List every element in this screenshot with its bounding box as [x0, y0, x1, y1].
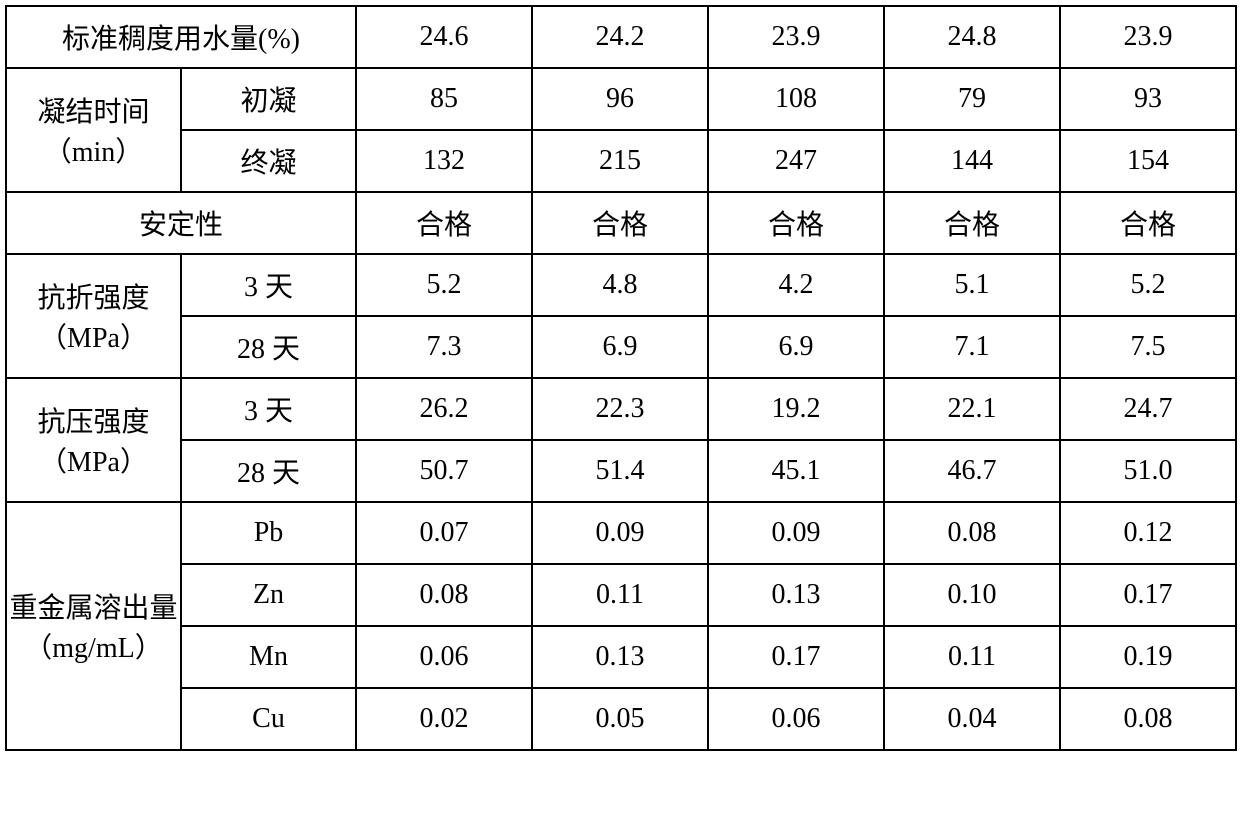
cell: 0.08 [356, 564, 532, 626]
table-row: Cu 0.02 0.05 0.06 0.04 0.08 [6, 688, 1236, 750]
cell: 23.9 [1060, 6, 1236, 68]
cell: 24.2 [532, 6, 708, 68]
cell: 0.09 [708, 502, 884, 564]
cell: 0.05 [532, 688, 708, 750]
cell: 0.04 [884, 688, 1060, 750]
cell: 144 [884, 130, 1060, 192]
cell: 0.19 [1060, 626, 1236, 688]
row-sublabel: 28 天 [181, 440, 356, 502]
row-label: 标准稠度用水量(%) [6, 6, 356, 68]
cell: 4.8 [532, 254, 708, 316]
row-sublabel: Pb [181, 502, 356, 564]
cell: 26.2 [356, 378, 532, 440]
table-row: 28 天 50.7 51.4 45.1 46.7 51.0 [6, 440, 1236, 502]
table-row: 28 天 7.3 6.9 6.9 7.1 7.5 [6, 316, 1236, 378]
cell: 5.2 [1060, 254, 1236, 316]
row-sublabel: 3 天 [181, 254, 356, 316]
row-group-label: 抗压强度（MPa） [6, 378, 181, 502]
cell: 19.2 [708, 378, 884, 440]
cell: 108 [708, 68, 884, 130]
data-table: 标准稠度用水量(%) 24.6 24.2 23.9 24.8 23.9 凝结时间… [5, 5, 1237, 751]
cell: 96 [532, 68, 708, 130]
row-group-label: 抗折强度（MPa） [6, 254, 181, 378]
cell: 合格 [884, 192, 1060, 254]
cell: 0.09 [532, 502, 708, 564]
table-row: 标准稠度用水量(%) 24.6 24.2 23.9 24.8 23.9 [6, 6, 1236, 68]
table-row: 抗折强度（MPa） 3 天 5.2 4.8 4.2 5.1 5.2 [6, 254, 1236, 316]
cell: 0.06 [356, 626, 532, 688]
cell: 0.12 [1060, 502, 1236, 564]
cell: 46.7 [884, 440, 1060, 502]
cell: 合格 [532, 192, 708, 254]
row-label: 安定性 [6, 192, 356, 254]
cell: 0.17 [1060, 564, 1236, 626]
cell: 6.9 [532, 316, 708, 378]
cell: 85 [356, 68, 532, 130]
table-row: Zn 0.08 0.11 0.13 0.10 0.17 [6, 564, 1236, 626]
row-sublabel: Mn [181, 626, 356, 688]
table-row: 抗压强度（MPa） 3 天 26.2 22.3 19.2 22.1 24.7 [6, 378, 1236, 440]
cell: 247 [708, 130, 884, 192]
cell: 5.1 [884, 254, 1060, 316]
cell: 7.1 [884, 316, 1060, 378]
cell: 合格 [356, 192, 532, 254]
cell: 51.0 [1060, 440, 1236, 502]
cell: 0.13 [708, 564, 884, 626]
cell: 22.3 [532, 378, 708, 440]
cell: 23.9 [708, 6, 884, 68]
row-sublabel: Zn [181, 564, 356, 626]
row-sublabel: 3 天 [181, 378, 356, 440]
cell: 7.3 [356, 316, 532, 378]
cell: 79 [884, 68, 1060, 130]
cell: 合格 [708, 192, 884, 254]
cell: 7.5 [1060, 316, 1236, 378]
table-row: 终凝 132 215 247 144 154 [6, 130, 1236, 192]
cell: 4.2 [708, 254, 884, 316]
cell: 0.08 [884, 502, 1060, 564]
cell: 24.6 [356, 6, 532, 68]
cell: 45.1 [708, 440, 884, 502]
cell: 24.7 [1060, 378, 1236, 440]
cell: 154 [1060, 130, 1236, 192]
cell: 0.13 [532, 626, 708, 688]
cell: 0.07 [356, 502, 532, 564]
cell: 6.9 [708, 316, 884, 378]
row-sublabel: 28 天 [181, 316, 356, 378]
cell: 0.11 [532, 564, 708, 626]
row-group-label: 重金属溶出量（mg/mL） [6, 502, 181, 750]
cell: 0.17 [708, 626, 884, 688]
cell: 132 [356, 130, 532, 192]
cell: 0.02 [356, 688, 532, 750]
cell: 0.06 [708, 688, 884, 750]
cell: 93 [1060, 68, 1236, 130]
cell: 5.2 [356, 254, 532, 316]
cell: 50.7 [356, 440, 532, 502]
cell: 0.10 [884, 564, 1060, 626]
cell: 0.08 [1060, 688, 1236, 750]
table-row: 凝结时间（min） 初凝 85 96 108 79 93 [6, 68, 1236, 130]
table-row: 安定性 合格 合格 合格 合格 合格 [6, 192, 1236, 254]
cell: 24.8 [884, 6, 1060, 68]
cell: 51.4 [532, 440, 708, 502]
cell: 0.11 [884, 626, 1060, 688]
table-row: Mn 0.06 0.13 0.17 0.11 0.19 [6, 626, 1236, 688]
cell: 合格 [1060, 192, 1236, 254]
row-sublabel: 初凝 [181, 68, 356, 130]
table-row: 重金属溶出量（mg/mL） Pb 0.07 0.09 0.09 0.08 0.1… [6, 502, 1236, 564]
row-group-label: 凝结时间（min） [6, 68, 181, 192]
row-sublabel: Cu [181, 688, 356, 750]
cell: 215 [532, 130, 708, 192]
row-sublabel: 终凝 [181, 130, 356, 192]
cell: 22.1 [884, 378, 1060, 440]
